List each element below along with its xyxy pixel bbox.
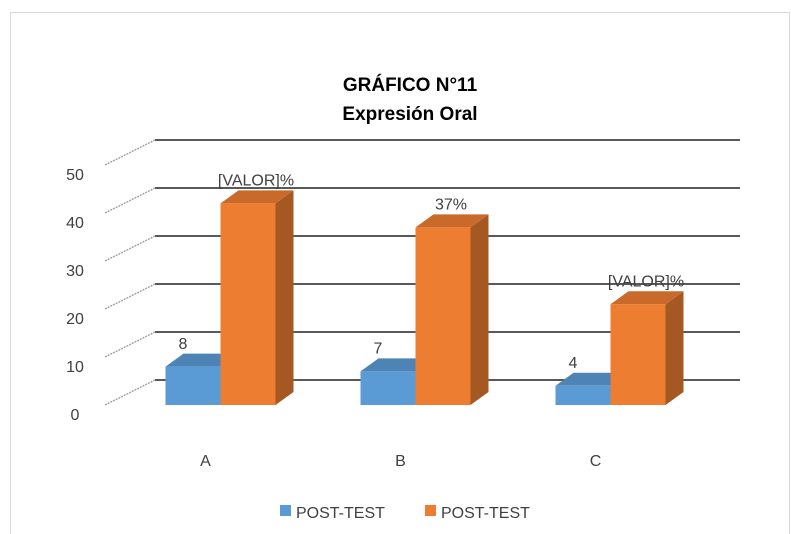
bar-top — [165, 353, 239, 367]
x-tick-label: A — [200, 453, 211, 470]
side-grid-line — [104, 235, 156, 262]
bar-top — [360, 358, 434, 372]
bar — [220, 203, 276, 405]
y-tick-label: 30 — [66, 263, 84, 280]
bar-side — [665, 291, 684, 405]
y-tick-label: 10 — [66, 359, 84, 376]
data-label: 4 — [569, 355, 578, 372]
side-grid-line — [104, 283, 156, 310]
bar-top — [415, 214, 489, 228]
y-tick-label: 20 — [66, 311, 84, 328]
legend-label: POST-TEST — [441, 505, 530, 522]
chart-border — [10, 12, 790, 534]
side-grid-line — [104, 139, 156, 166]
bar-side — [275, 190, 294, 405]
chart-title: GRÁFICO N°11 — [343, 74, 478, 96]
bar — [165, 366, 221, 405]
bar-top — [610, 291, 684, 305]
data-label: [VALOR]% — [608, 273, 684, 290]
bar-top — [555, 372, 629, 386]
data-label: 7 — [374, 341, 383, 358]
chart-subtitle: Expresión Oral — [342, 104, 477, 125]
side-grid-line — [104, 379, 156, 406]
y-tick-label: 40 — [66, 215, 84, 232]
bar — [415, 227, 471, 405]
data-label: 37% — [435, 197, 467, 214]
bar-side — [470, 214, 489, 405]
side-grid-line — [104, 187, 156, 214]
bar — [360, 371, 416, 405]
legend-swatch — [280, 505, 291, 516]
bar — [555, 385, 611, 405]
y-tick-label: 0 — [71, 407, 80, 424]
side-grid-line — [104, 331, 156, 358]
y-tick-label: 50 — [66, 167, 84, 184]
x-tick-label: C — [590, 453, 602, 470]
legend-swatch — [425, 505, 436, 516]
x-tick-label: B — [395, 453, 406, 470]
data-label: [VALOR]% — [218, 173, 294, 190]
bar-top — [220, 190, 294, 204]
legend-label: POST-TEST — [296, 505, 385, 522]
bar — [610, 304, 666, 405]
data-label: 8 — [179, 336, 188, 353]
